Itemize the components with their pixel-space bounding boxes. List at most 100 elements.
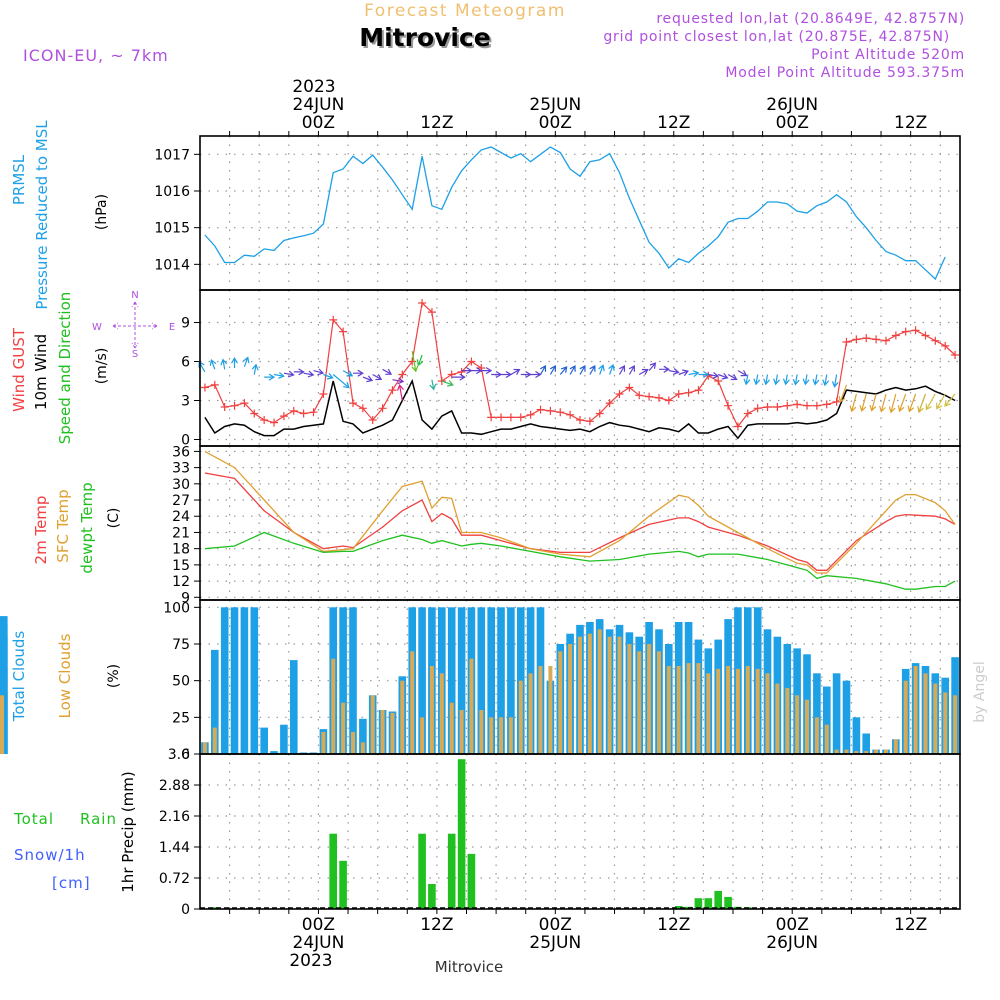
precip-ytick-label: 3.6: [168, 747, 190, 763]
wind-direction-arrow: [944, 393, 956, 407]
precip-ytick-label: 1.44: [159, 840, 190, 856]
bottom-hour-label: 00Z: [302, 915, 335, 935]
gust-point: [664, 396, 673, 405]
pressure-ytick-label: 1015: [154, 221, 190, 237]
top-hour-label: 12Z: [894, 113, 927, 133]
gust-point: [368, 416, 377, 424]
wind-direction-arrow: [859, 393, 867, 413]
low-clouds-bar: [410, 651, 415, 754]
total-clouds-bar: [823, 686, 831, 754]
precip-rain-label: Rain: [80, 810, 117, 828]
t2m-series-line: [204, 472, 956, 571]
low-clouds-bar: [469, 658, 474, 754]
wind-direction-arrow: [608, 363, 615, 375]
low-clouds-bar: [518, 680, 523, 754]
top-date-label: 25JUN: [529, 95, 581, 115]
total-clouds-bar: [852, 717, 861, 754]
wind-direction-arrow: [569, 364, 576, 375]
wind-direction-arrow: [888, 393, 897, 414]
gust-point: [378, 404, 387, 413]
pressure-label-2: Pressure Reduced to MSL: [33, 120, 51, 310]
low-clouds-bar: [400, 680, 405, 754]
wind-direction-arrow: [869, 393, 877, 412]
chart-subtitle: Forecast Meteogram: [364, 1, 566, 21]
wind-direction-arrow: [283, 370, 295, 378]
gust-point: [516, 413, 525, 422]
bottom-hour-label: 00Z: [539, 915, 572, 935]
wind-direction-arrow: [353, 369, 364, 377]
wind-direction-arrow: [897, 393, 907, 413]
rain-bar: [447, 833, 456, 909]
total-clouds-bar: [250, 607, 259, 754]
bottom-date-label: 25JUN: [529, 933, 581, 953]
wind-direction-arrow: [792, 374, 800, 386]
low-clouds-bar: [657, 651, 661, 754]
gust-point: [339, 327, 348, 336]
point-altitude: Point Altitude 520m: [811, 47, 965, 63]
compass-n: N: [131, 290, 138, 301]
precip-ytick-label: 2.16: [159, 809, 190, 825]
low-clouds-bar: [499, 717, 503, 754]
wind-direction-arrow: [382, 368, 393, 375]
temperature-ytick-label: 36: [172, 444, 190, 460]
wind-direction-arrow: [549, 364, 556, 375]
wind-ytick-label: 0: [181, 433, 190, 449]
wind-series-line: [204, 378, 956, 440]
low-clouds-bar: [538, 666, 543, 754]
low-clouds-bar: [805, 699, 809, 754]
wind-direction-arrow: [907, 393, 917, 413]
gust-point: [842, 338, 851, 346]
wind-direction-arrow: [323, 372, 334, 380]
low-clouds-bar: [647, 644, 652, 754]
low-clouds-bar: [0, 695, 4, 754]
low-clouds-bar: [706, 673, 711, 754]
wind-direction-arrow: [659, 365, 670, 373]
gust-point: [289, 406, 298, 415]
gust-point: [605, 399, 614, 408]
total-clouds-bar: [862, 733, 870, 754]
gust-point: [862, 334, 871, 343]
low-clouds-bar: [321, 732, 326, 754]
low-clouds-bar: [913, 666, 918, 754]
compass-s: S: [132, 349, 138, 360]
total-clouds-bar: [349, 607, 357, 754]
gust-point: [951, 351, 960, 359]
chart-title: Mitrovice: [359, 23, 491, 52]
low-clouds-bar: [696, 663, 701, 754]
gust-point: [812, 401, 821, 410]
rain-bar: [724, 896, 732, 909]
rain-bar: [714, 890, 722, 909]
low-clouds-bar: [844, 749, 849, 754]
low-clouds-bar: [933, 683, 938, 754]
low-clouds-bar: [212, 727, 217, 754]
total-clouds-bar: [832, 673, 841, 754]
low-clouds-bar: [923, 673, 928, 754]
rain-bar: [329, 833, 337, 909]
pressure-unit: (hPa): [94, 194, 110, 230]
rain-bar: [457, 759, 466, 909]
wind-direction-arrow: [530, 370, 542, 379]
rain-bar: [339, 860, 347, 909]
precip-unit: 1hr Precip (mm): [119, 771, 137, 892]
temperature-ytick-label: 33: [172, 461, 190, 477]
low-clouds-bar: [785, 688, 790, 754]
bottom-year-label: 2023: [289, 951, 332, 971]
temperature-ytick-label: 21: [172, 525, 190, 541]
rain-bar: [694, 898, 703, 909]
wind-direction-arrow: [362, 375, 374, 383]
wind-direction-arrow: [481, 367, 493, 375]
gust-point: [615, 390, 624, 398]
low-clouds-bar: [489, 717, 494, 754]
low-clouds-bar: [765, 673, 770, 754]
wind-direction-arrow: [831, 374, 839, 388]
wind-direction-arrow: [618, 364, 626, 375]
top-hour-label: 00Z: [302, 113, 335, 133]
wind-direction-arrow: [520, 370, 532, 379]
gust-point: [694, 386, 703, 395]
gust-point: [467, 357, 476, 366]
low-clouds-bar: [864, 751, 869, 754]
gust-point: [921, 331, 930, 340]
total-clouds-bar: [813, 673, 821, 754]
